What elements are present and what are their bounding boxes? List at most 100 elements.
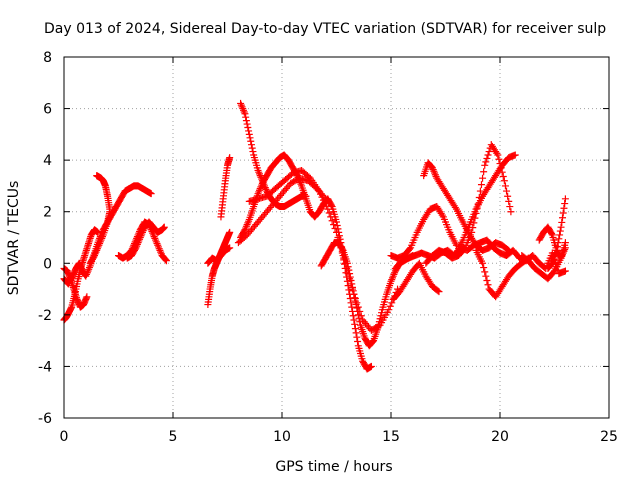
data-point	[377, 312, 385, 320]
axis-ticks	[63, 56, 610, 419]
data-point	[139, 227, 147, 235]
data-point	[244, 219, 252, 227]
data-point	[556, 227, 564, 235]
data-point	[237, 99, 245, 107]
data-point	[504, 192, 512, 200]
data-point	[259, 178, 267, 186]
data-point	[338, 245, 346, 253]
data-point	[248, 144, 256, 152]
data-point	[254, 166, 262, 174]
data-point	[345, 286, 353, 294]
data-point	[84, 267, 92, 275]
data-point	[226, 154, 234, 162]
data-point	[333, 228, 340, 236]
series-arc-4	[125, 182, 155, 198]
data-point	[152, 236, 160, 244]
data-point	[387, 277, 395, 285]
data-point	[247, 137, 255, 145]
data-point	[483, 276, 491, 284]
data-point	[352, 329, 360, 337]
data-point	[226, 244, 234, 252]
data-point	[85, 264, 93, 272]
data-point	[138, 230, 146, 238]
data-point	[262, 185, 270, 193]
y-tick-label: -4	[38, 359, 52, 375]
data-point	[558, 252, 566, 260]
data-point	[82, 272, 90, 280]
data-point	[451, 203, 459, 211]
plot-frame	[63, 56, 610, 419]
series-arc-14	[234, 174, 330, 247]
data-point	[484, 151, 492, 159]
data-point	[389, 272, 397, 280]
data-point	[495, 155, 503, 163]
data-point	[246, 134, 254, 142]
data-point	[226, 228, 234, 236]
data-point	[237, 101, 245, 109]
data-point	[325, 209, 333, 217]
data-point	[328, 217, 336, 225]
data-point	[150, 233, 158, 241]
data-point	[331, 224, 339, 232]
data-point	[485, 148, 493, 156]
series-arc-15	[245, 166, 402, 334]
data-point	[348, 283, 356, 291]
data-point	[149, 231, 157, 239]
data-point	[477, 181, 485, 189]
data-point	[431, 171, 439, 179]
data-point	[351, 320, 359, 328]
data-point	[351, 294, 359, 302]
data-point	[390, 270, 398, 278]
series-arc-8	[123, 218, 168, 262]
data-point	[480, 264, 488, 272]
data-point	[241, 226, 249, 234]
data-point	[92, 248, 100, 256]
y-tick-label: 2	[43, 205, 52, 221]
data-point	[353, 333, 361, 341]
data-point	[330, 221, 338, 229]
data-point	[97, 236, 105, 244]
data-point	[245, 127, 253, 135]
data-point	[322, 202, 330, 210]
data-point	[162, 256, 170, 264]
data-point	[255, 186, 263, 194]
data-point	[548, 230, 556, 238]
data-point	[327, 213, 335, 221]
data-point	[93, 245, 101, 253]
data-point	[131, 245, 139, 253]
series-arc-2	[60, 264, 91, 311]
series-arc-3	[60, 185, 133, 288]
data-point	[243, 221, 251, 229]
data-point	[511, 151, 519, 159]
data-point	[346, 270, 354, 278]
data-point	[349, 312, 357, 320]
x-tick-label: 0	[60, 429, 69, 445]
data-point	[388, 299, 396, 307]
data-point	[484, 281, 492, 289]
data-point	[561, 246, 569, 254]
series-arc-11	[217, 154, 234, 221]
data-point	[155, 245, 163, 253]
data-point	[435, 288, 443, 296]
data-point	[561, 200, 569, 208]
data-point	[438, 211, 446, 219]
data-point	[554, 239, 562, 247]
data-point	[344, 263, 352, 271]
data-point	[560, 204, 568, 212]
data-point	[238, 103, 246, 111]
data-point	[317, 190, 325, 198]
data-point	[355, 314, 363, 322]
data-point	[152, 238, 160, 246]
data-point	[91, 252, 99, 260]
data-point	[160, 223, 168, 231]
data-point	[260, 180, 268, 188]
data-point	[138, 228, 146, 236]
data-point	[241, 110, 249, 118]
data-point	[154, 241, 162, 249]
data-point	[556, 231, 564, 239]
series-arc-5	[93, 172, 114, 213]
data-point	[428, 164, 436, 172]
data-point	[479, 259, 487, 267]
data-point	[95, 241, 103, 249]
